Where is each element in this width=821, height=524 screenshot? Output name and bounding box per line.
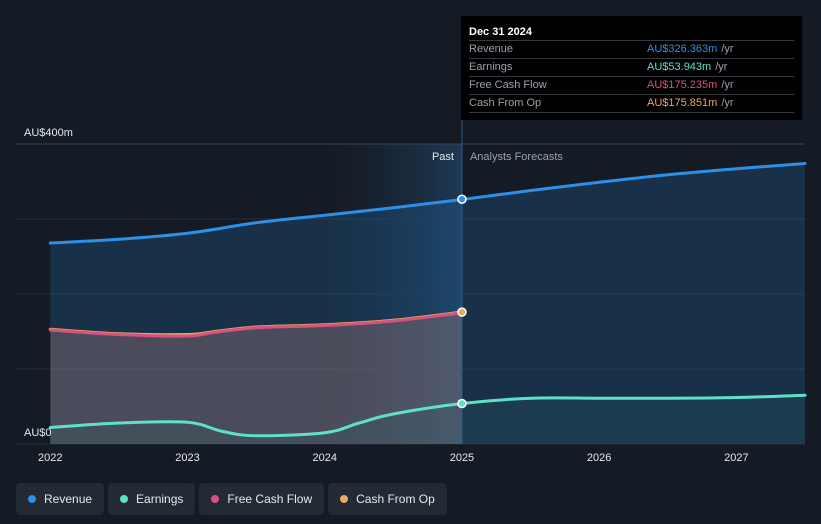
legend-item-earnings[interactable]: Earnings: [108, 483, 196, 515]
legend-dot-icon: [120, 495, 129, 503]
tooltip-value: AU$175.851m: [647, 97, 718, 109]
tooltip-row-cash-from-op: Cash From Op AU$175.851m /yr: [469, 94, 794, 113]
earnings-highlight-point: [457, 398, 467, 409]
earnings-area: [50, 395, 806, 444]
chart-legend: Revenue Earnings Free Cash Flow Cash Fro…: [16, 483, 447, 515]
legend-label: Free Cash Flow: [227, 492, 313, 506]
x-tick-label: 2022: [38, 452, 62, 464]
tooltip-row-revenue: Revenue AU$326.363m /yr: [469, 40, 794, 58]
x-tick-label: 2025: [450, 452, 474, 464]
x-axis-ticks: 2022 2023 2024 2025 2026 2027: [38, 452, 749, 464]
forecast-label: Analysts Forecasts: [470, 151, 563, 163]
gridlines: [16, 143, 805, 445]
legend-label: Earnings: [136, 492, 184, 506]
tooltip-row-free-cash-flow: Free Cash Flow AU$175.235m /yr: [469, 76, 794, 94]
tooltip-date: Dec 31 2024: [469, 26, 532, 38]
tooltip-unit: /yr: [721, 79, 734, 91]
tooltip-label: Free Cash Flow: [469, 79, 547, 91]
y-axis-top-label: AU$400m: [24, 127, 73, 139]
legend-item-free-cash-flow[interactable]: Free Cash Flow: [199, 483, 325, 515]
legend-label: Revenue: [44, 492, 93, 506]
tooltip-row-earnings: Earnings AU$53.943m /yr: [469, 58, 794, 76]
tooltip-value: AU$326.363m: [647, 43, 718, 55]
tooltip-label: Cash From Op: [469, 97, 542, 109]
legend-dot-icon: [340, 495, 349, 503]
legend-label: Cash From Op: [356, 492, 435, 506]
y-axis-bottom-label: AU$0: [24, 427, 52, 439]
tooltip-label: Earnings: [469, 61, 513, 73]
legend-item-revenue[interactable]: Revenue: [16, 483, 105, 515]
highlight-points: [457, 194, 467, 409]
earnings-line: [48, 393, 807, 438]
series-lines: [48, 162, 807, 438]
x-tick-label: 2026: [587, 452, 611, 464]
free-cash-flow-line: [48, 311, 464, 338]
revenue-area: [50, 163, 806, 444]
tooltip-unit: /yr: [715, 61, 728, 73]
data-tooltip: Dec 31 2024 Revenue AU$326.363m /yr Earn…: [461, 16, 802, 120]
past-label: Past: [432, 151, 454, 163]
cash-from-op-area: [50, 312, 462, 444]
tooltip-label: Revenue: [469, 43, 514, 55]
legend-dot-icon: [28, 495, 36, 503]
revenue-highlight-point: [457, 194, 467, 204]
legend-dot-icon: [211, 495, 220, 503]
tooltip-value: AU$175.235m: [647, 79, 718, 91]
tooltip-unit: /yr: [721, 43, 734, 55]
tooltip-value: AU$53.943m: [647, 61, 712, 73]
series-areas: [50, 163, 806, 444]
x-tick-label: 2024: [312, 452, 336, 464]
legend-item-cash-from-op[interactable]: Cash From Op: [328, 483, 447, 515]
cash-from-op-highlight-point: [457, 307, 467, 317]
x-tick-label: 2023: [175, 452, 199, 464]
tooltip-unit: /yr: [721, 97, 734, 109]
x-tick-label: 2027: [724, 452, 748, 464]
revenue-line: [48, 162, 807, 245]
